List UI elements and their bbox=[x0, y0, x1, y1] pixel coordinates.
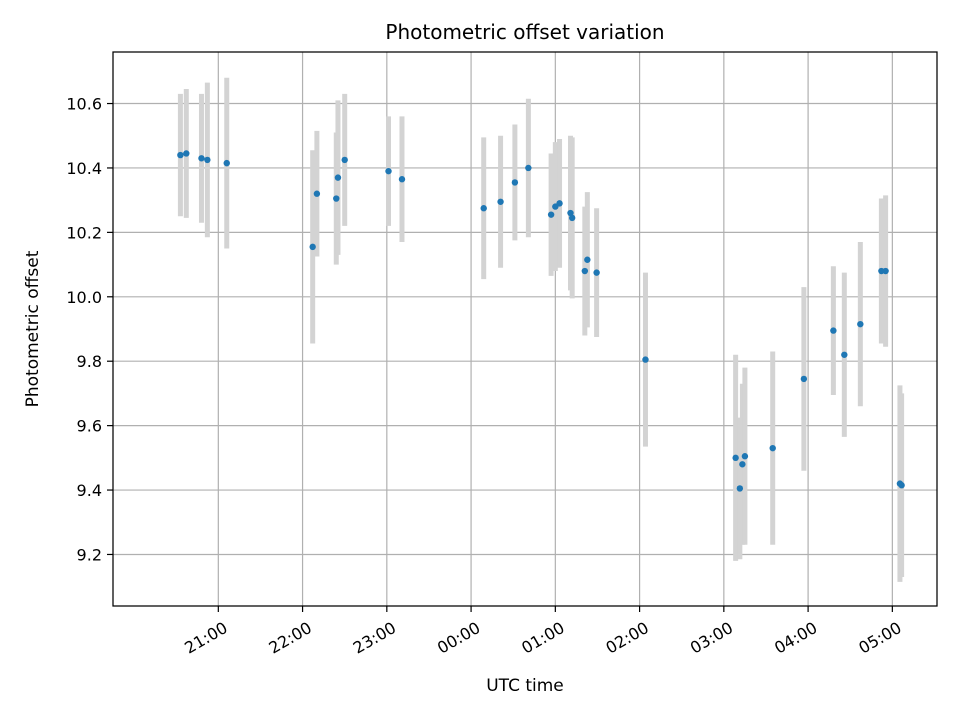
y-tick-label: 9.8 bbox=[77, 352, 102, 371]
data-point bbox=[800, 375, 808, 383]
data-point bbox=[341, 156, 348, 164]
data-point bbox=[769, 444, 776, 452]
data-point bbox=[177, 151, 184, 159]
y-tick-label: 9.2 bbox=[77, 545, 102, 564]
data-point bbox=[511, 179, 519, 186]
data-point bbox=[736, 485, 744, 492]
data-point bbox=[584, 256, 591, 263]
data-point bbox=[223, 159, 230, 167]
y-tick-label: 10.0 bbox=[66, 288, 102, 307]
data-point bbox=[480, 205, 487, 212]
data-point bbox=[385, 167, 392, 175]
y-tick-label: 9.4 bbox=[77, 481, 102, 500]
data-point bbox=[547, 211, 555, 218]
data-point bbox=[593, 269, 600, 276]
data-point bbox=[739, 461, 746, 468]
data-point bbox=[183, 150, 190, 157]
y-tick-label: 10.4 bbox=[66, 159, 102, 178]
data-point bbox=[567, 209, 574, 217]
y-tick-label: 9.6 bbox=[77, 417, 102, 436]
grid bbox=[113, 52, 937, 606]
data-point bbox=[841, 351, 848, 358]
data-point bbox=[857, 320, 864, 328]
data-point bbox=[556, 200, 563, 207]
y-tick-label: 10.2 bbox=[66, 223, 102, 242]
data-point bbox=[741, 453, 749, 460]
data-point bbox=[581, 267, 589, 275]
data-point bbox=[309, 243, 316, 251]
data-point bbox=[198, 155, 205, 162]
data-point bbox=[732, 454, 739, 462]
data-point bbox=[333, 195, 340, 202]
plot-area-frame bbox=[112, 51, 938, 607]
data-point bbox=[642, 356, 649, 363]
data-points bbox=[177, 150, 905, 492]
data-point bbox=[525, 164, 532, 172]
y-axis-title: Photometric offset bbox=[23, 250, 43, 407]
data-point bbox=[898, 482, 905, 489]
data-point bbox=[882, 267, 889, 275]
data-point bbox=[204, 156, 211, 164]
chart-title: Photometric offset variation bbox=[385, 20, 664, 44]
data-point bbox=[497, 198, 504, 205]
y-tick-label: 10.6 bbox=[66, 95, 102, 114]
data-point bbox=[398, 176, 406, 183]
data-point bbox=[313, 190, 321, 197]
y-axis-ticks: 9.2 9.4 9.6 9.8 10.0 10.2 10.4 10.6 bbox=[66, 95, 113, 564]
data-point bbox=[334, 174, 342, 181]
data-point bbox=[830, 327, 837, 334]
data-point bbox=[568, 214, 576, 222]
x-axis-title: UTC time bbox=[486, 676, 564, 696]
